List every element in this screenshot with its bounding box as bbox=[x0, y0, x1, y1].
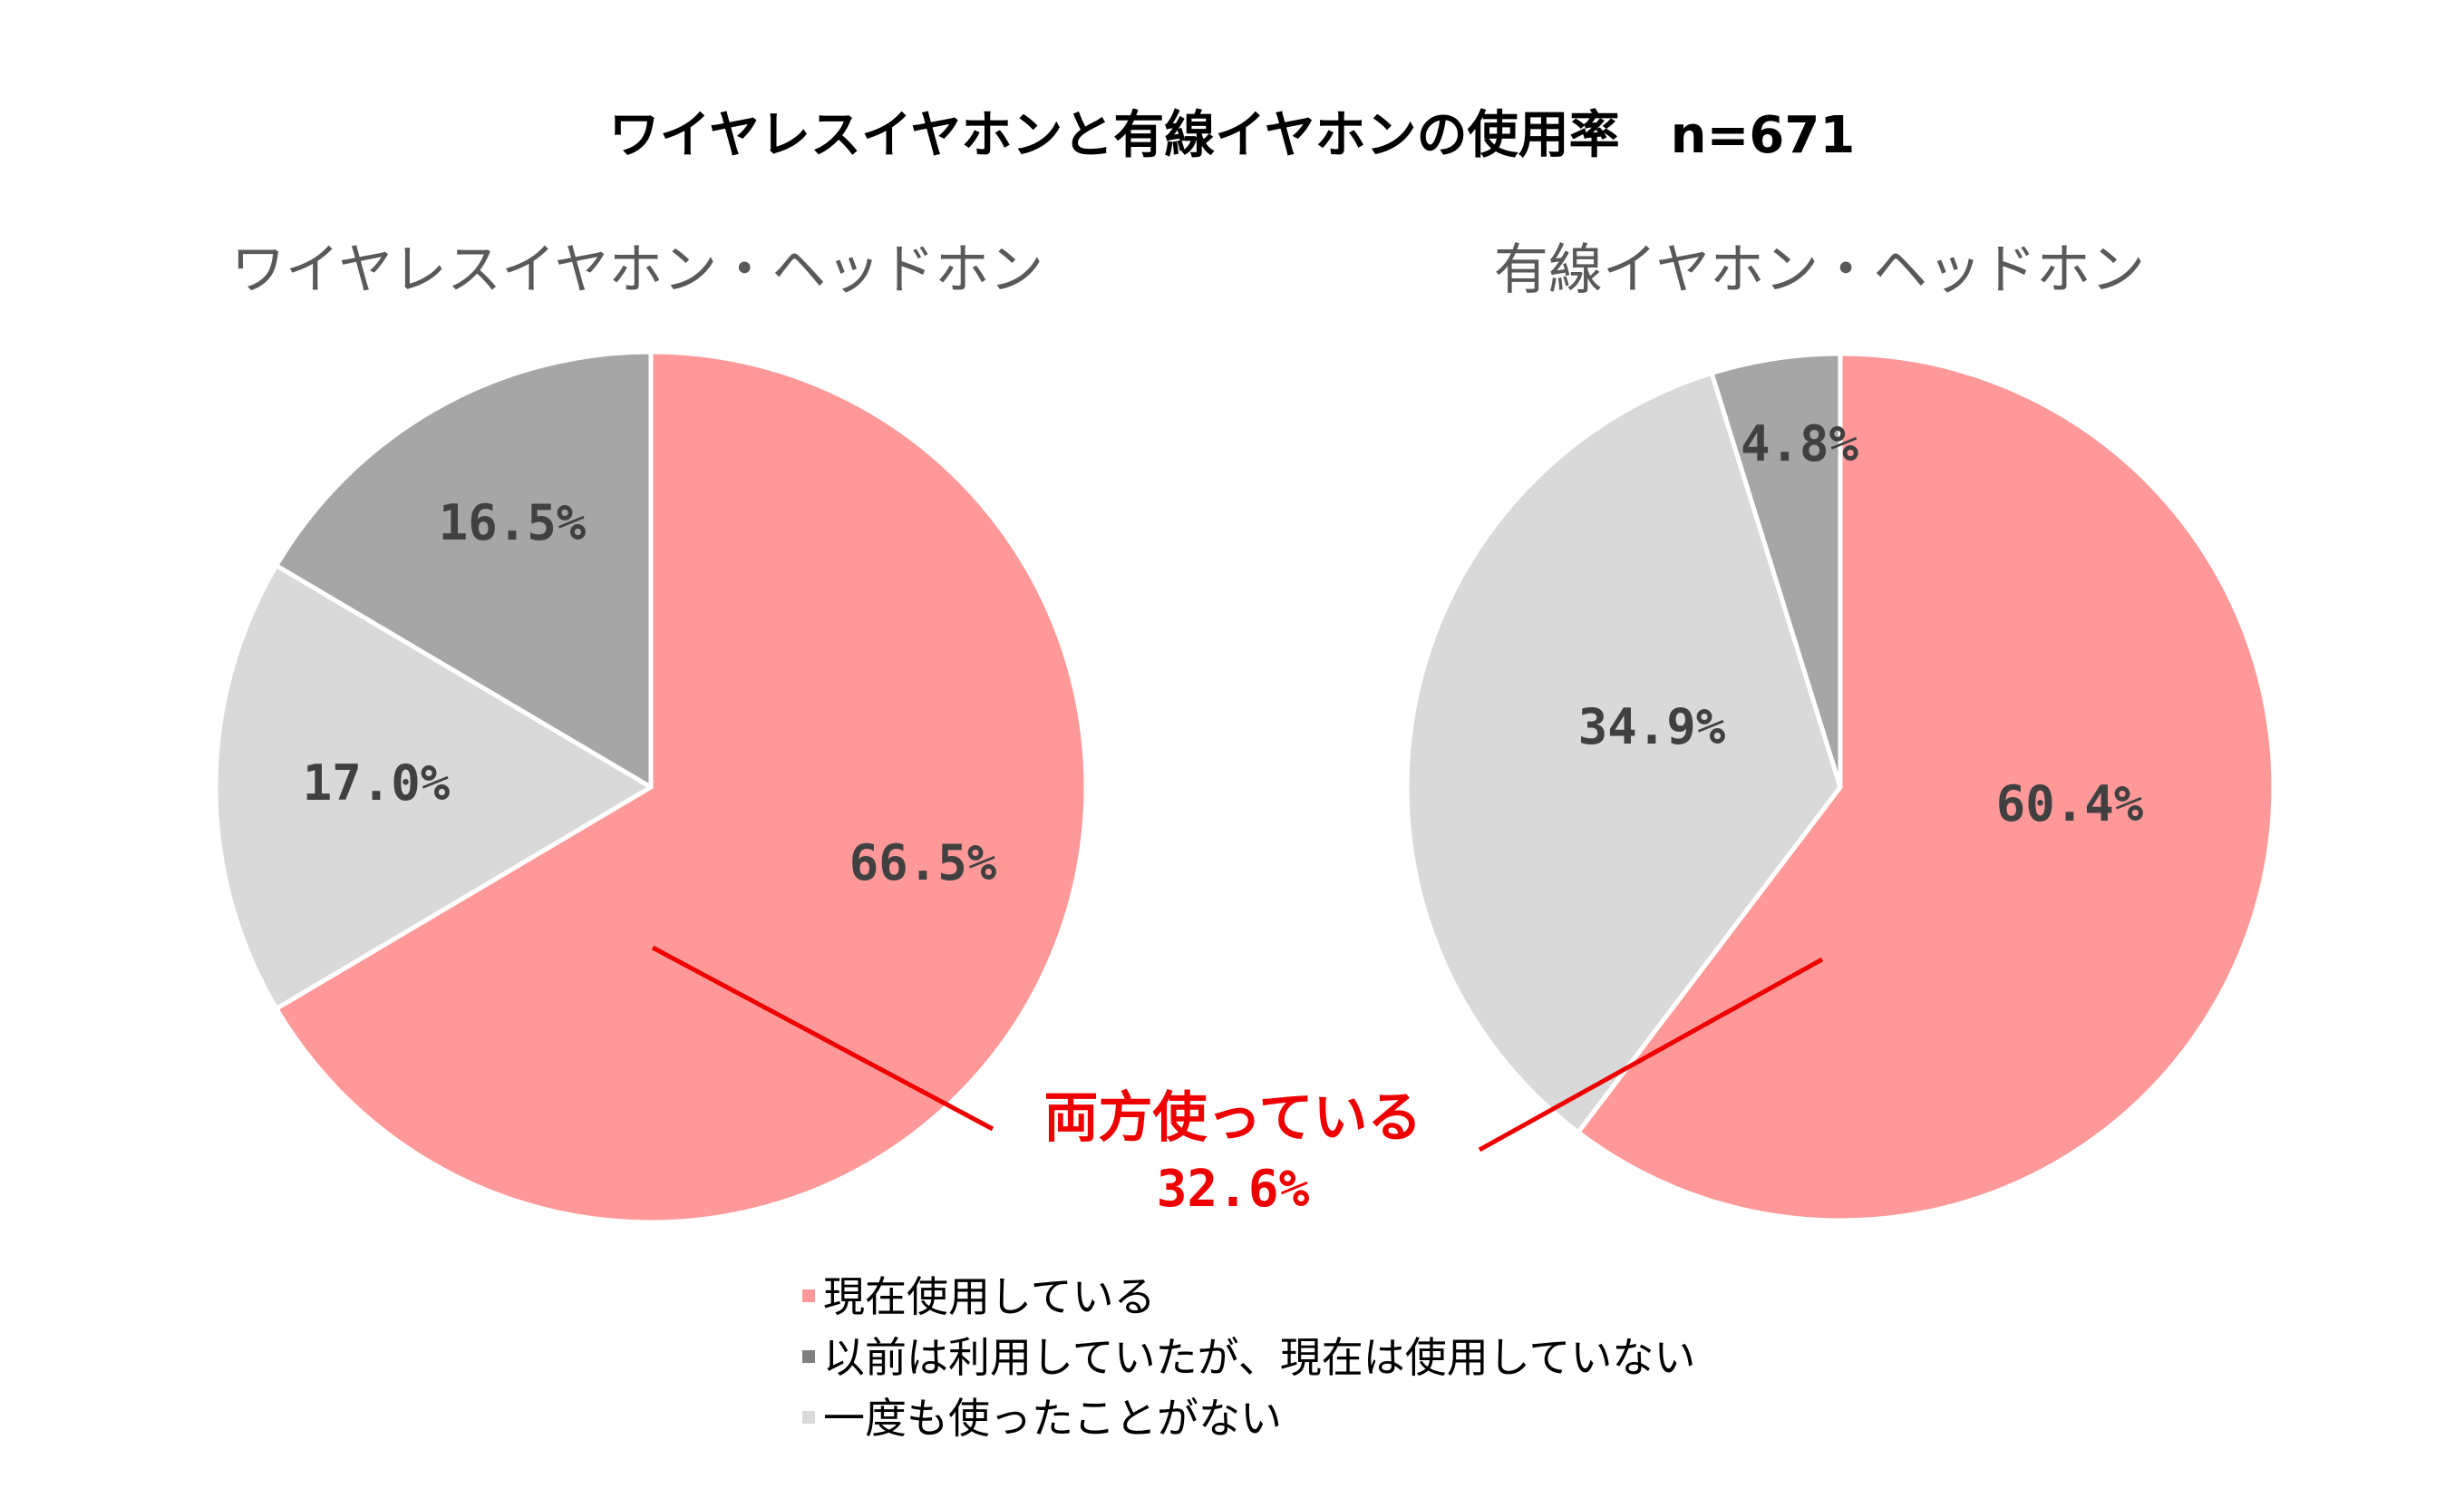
legend: 現在使用している 以前は利用していたが、現在は使用していない 一度も使ったことが… bbox=[802, 1272, 1695, 1443]
pie-1-label-never: 34.9% bbox=[1578, 698, 1726, 755]
pie-0-slice-current bbox=[274, 349, 1089, 1225]
callout-line-right bbox=[1478, 957, 1824, 1153]
pie-title-wired: 有線イヤホン・ヘッドホン bbox=[1494, 238, 2145, 302]
pie-0-label-former: 16.5% bbox=[439, 494, 587, 551]
pie-1-label-current: 60.4% bbox=[1996, 775, 2144, 832]
callout-value: 32.6% bbox=[1157, 1160, 1310, 1219]
pie-1-slice-current bbox=[1576, 351, 2276, 1223]
pie-0-label-never: 17.0% bbox=[303, 754, 451, 812]
legend-swatch-never bbox=[802, 1411, 815, 1424]
pie-wireless: 66.5% 17.0% 16.5% bbox=[213, 349, 1089, 1225]
legend-label-never: 一度も使ったことがない bbox=[823, 1394, 1282, 1443]
pie-title-wireless: ワイヤレスイヤホン・ヘッドホン bbox=[231, 238, 1043, 302]
legend-label-former: 以前は利用していたが、現在は使用していない bbox=[823, 1333, 1695, 1382]
pie-1-slice-former bbox=[1709, 351, 1843, 790]
pie-0-label-current: 66.5% bbox=[849, 834, 997, 891]
pie-1-label-former: 4.8% bbox=[1741, 415, 1859, 472]
chart-title: ワイヤレスイヤホンと有線イヤホンの使用率 n=671 bbox=[609, 106, 1856, 165]
callout-line-left bbox=[651, 945, 994, 1132]
legend-label-current: 現在使用している bbox=[823, 1272, 1156, 1321]
callout-text: 両方使っている bbox=[1044, 1086, 1422, 1150]
pie-1-slice-never bbox=[1404, 371, 1843, 1135]
pie-0-slice-never bbox=[213, 563, 654, 1011]
legend-swatch-former bbox=[802, 1350, 815, 1363]
pie-wired: 60.4% 34.9% 4.8% bbox=[1404, 351, 2276, 1223]
pie-0-slice-former bbox=[274, 349, 654, 790]
legend-swatch-current bbox=[802, 1289, 815, 1302]
